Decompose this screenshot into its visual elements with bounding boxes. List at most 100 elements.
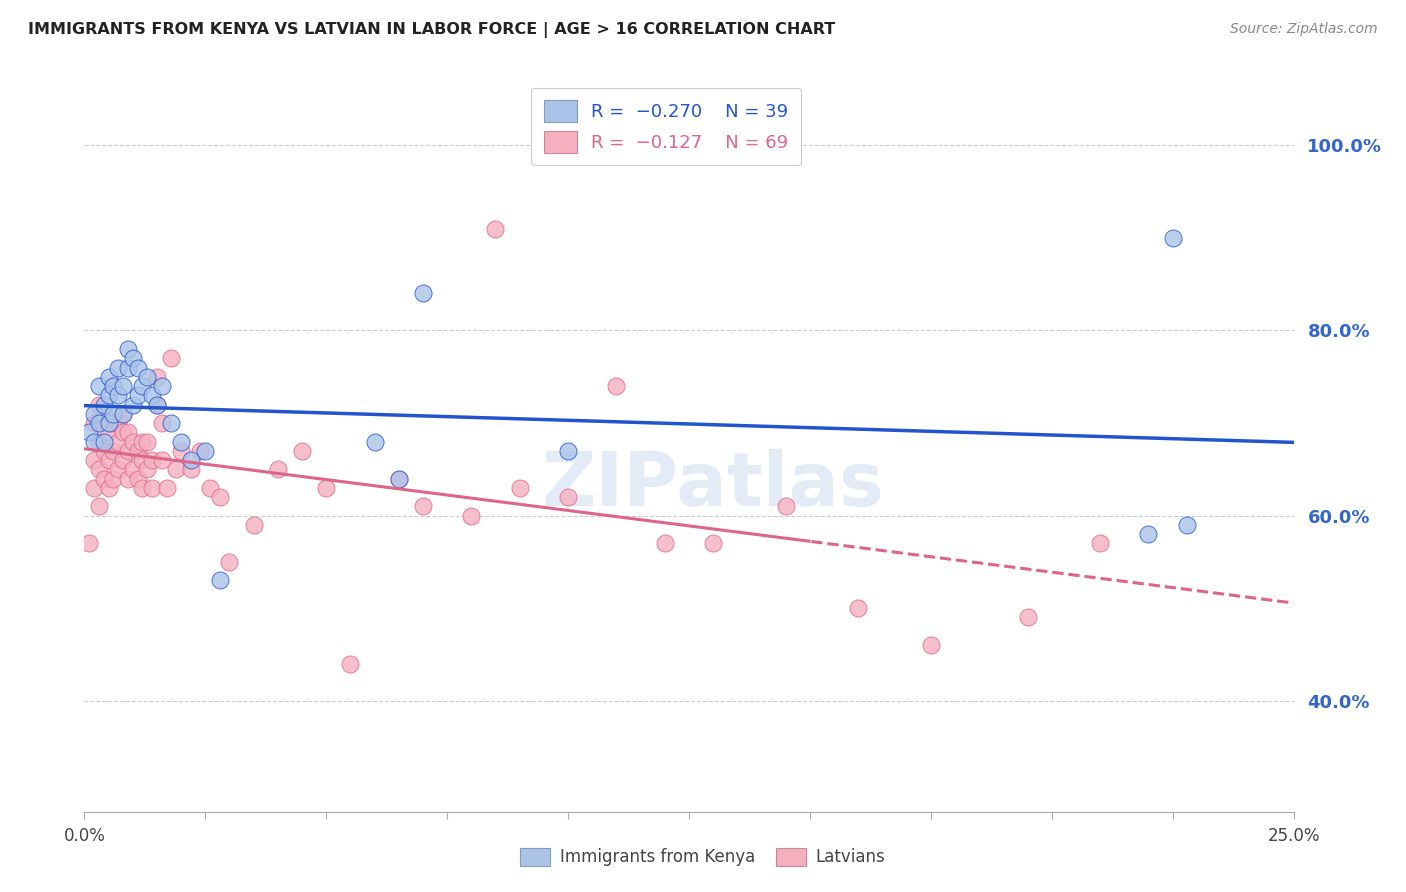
- Point: [180, 462, 202, 476]
- Point: [557, 443, 579, 458]
- Point: [83, 481, 105, 495]
- Point: [107, 360, 129, 375]
- Point: [77, 536, 100, 550]
- Point: [77, 425, 100, 440]
- Point: [83, 407, 105, 421]
- Point: [1161, 231, 1184, 245]
- Point: [107, 388, 129, 402]
- Point: [190, 443, 212, 458]
- Point: [97, 416, 120, 430]
- Point: [107, 434, 129, 449]
- Point: [146, 398, 169, 412]
- Point: [127, 360, 149, 375]
- Point: [103, 407, 125, 421]
- Point: [117, 425, 139, 440]
- Point: [141, 388, 163, 402]
- Point: [97, 425, 120, 440]
- Point: [1175, 517, 1198, 532]
- Point: [103, 443, 125, 458]
- Point: [112, 407, 135, 421]
- Point: [180, 453, 202, 467]
- Point: [136, 462, 159, 476]
- Point: [846, 601, 869, 615]
- Point: [388, 472, 411, 486]
- Point: [93, 443, 115, 458]
- Point: [97, 369, 120, 384]
- Point: [146, 369, 169, 384]
- Point: [93, 434, 115, 449]
- Point: [150, 453, 173, 467]
- Point: [150, 379, 173, 393]
- Legend: Immigrants from Kenya, Latvians: Immigrants from Kenya, Latvians: [513, 841, 893, 873]
- Point: [920, 638, 942, 652]
- Point: [93, 407, 115, 421]
- Point: [112, 379, 135, 393]
- Point: [121, 351, 143, 366]
- Point: [775, 500, 797, 514]
- Point: [83, 416, 105, 430]
- Point: [131, 453, 153, 467]
- Point: [460, 508, 482, 523]
- Point: [654, 536, 676, 550]
- Point: [87, 379, 110, 393]
- Point: [93, 472, 115, 486]
- Point: [103, 472, 125, 486]
- Point: [103, 379, 125, 393]
- Point: [107, 416, 129, 430]
- Point: [131, 434, 153, 449]
- Point: [1088, 536, 1111, 550]
- Text: Source: ZipAtlas.com: Source: ZipAtlas.com: [1230, 22, 1378, 37]
- Point: [242, 517, 264, 532]
- Point: [87, 398, 110, 412]
- Point: [87, 434, 110, 449]
- Point: [1137, 527, 1160, 541]
- Point: [117, 472, 139, 486]
- Point: [339, 657, 361, 671]
- Point: [198, 481, 221, 495]
- Point: [605, 379, 627, 393]
- Point: [112, 407, 135, 421]
- Point: [93, 398, 115, 412]
- Text: ZIPatlas: ZIPatlas: [541, 450, 884, 523]
- Point: [315, 481, 337, 495]
- Point: [388, 472, 411, 486]
- Point: [155, 481, 177, 495]
- Point: [412, 500, 434, 514]
- Point: [131, 481, 153, 495]
- Point: [702, 536, 724, 550]
- Point: [97, 481, 120, 495]
- Point: [117, 360, 139, 375]
- Point: [170, 443, 193, 458]
- Point: [208, 490, 231, 504]
- Point: [484, 221, 506, 235]
- Point: [83, 453, 105, 467]
- Point: [97, 388, 120, 402]
- Point: [87, 500, 110, 514]
- Point: [194, 443, 217, 458]
- Point: [112, 453, 135, 467]
- Point: [87, 462, 110, 476]
- Point: [121, 462, 143, 476]
- Point: [267, 462, 290, 476]
- Point: [127, 388, 149, 402]
- Point: [557, 490, 579, 504]
- Legend: R =  −0.270    N = 39, R =  −0.127    N = 69: R = −0.270 N = 39, R = −0.127 N = 69: [531, 87, 801, 165]
- Point: [107, 462, 129, 476]
- Point: [160, 416, 183, 430]
- Point: [363, 434, 385, 449]
- Point: [117, 443, 139, 458]
- Point: [165, 462, 187, 476]
- Point: [1017, 610, 1039, 624]
- Point: [121, 434, 143, 449]
- Point: [509, 481, 531, 495]
- Point: [146, 398, 169, 412]
- Point: [170, 434, 193, 449]
- Point: [136, 434, 159, 449]
- Point: [136, 369, 159, 384]
- Point: [141, 453, 163, 467]
- Point: [291, 443, 314, 458]
- Point: [83, 434, 105, 449]
- Point: [141, 481, 163, 495]
- Point: [150, 416, 173, 430]
- Point: [131, 379, 153, 393]
